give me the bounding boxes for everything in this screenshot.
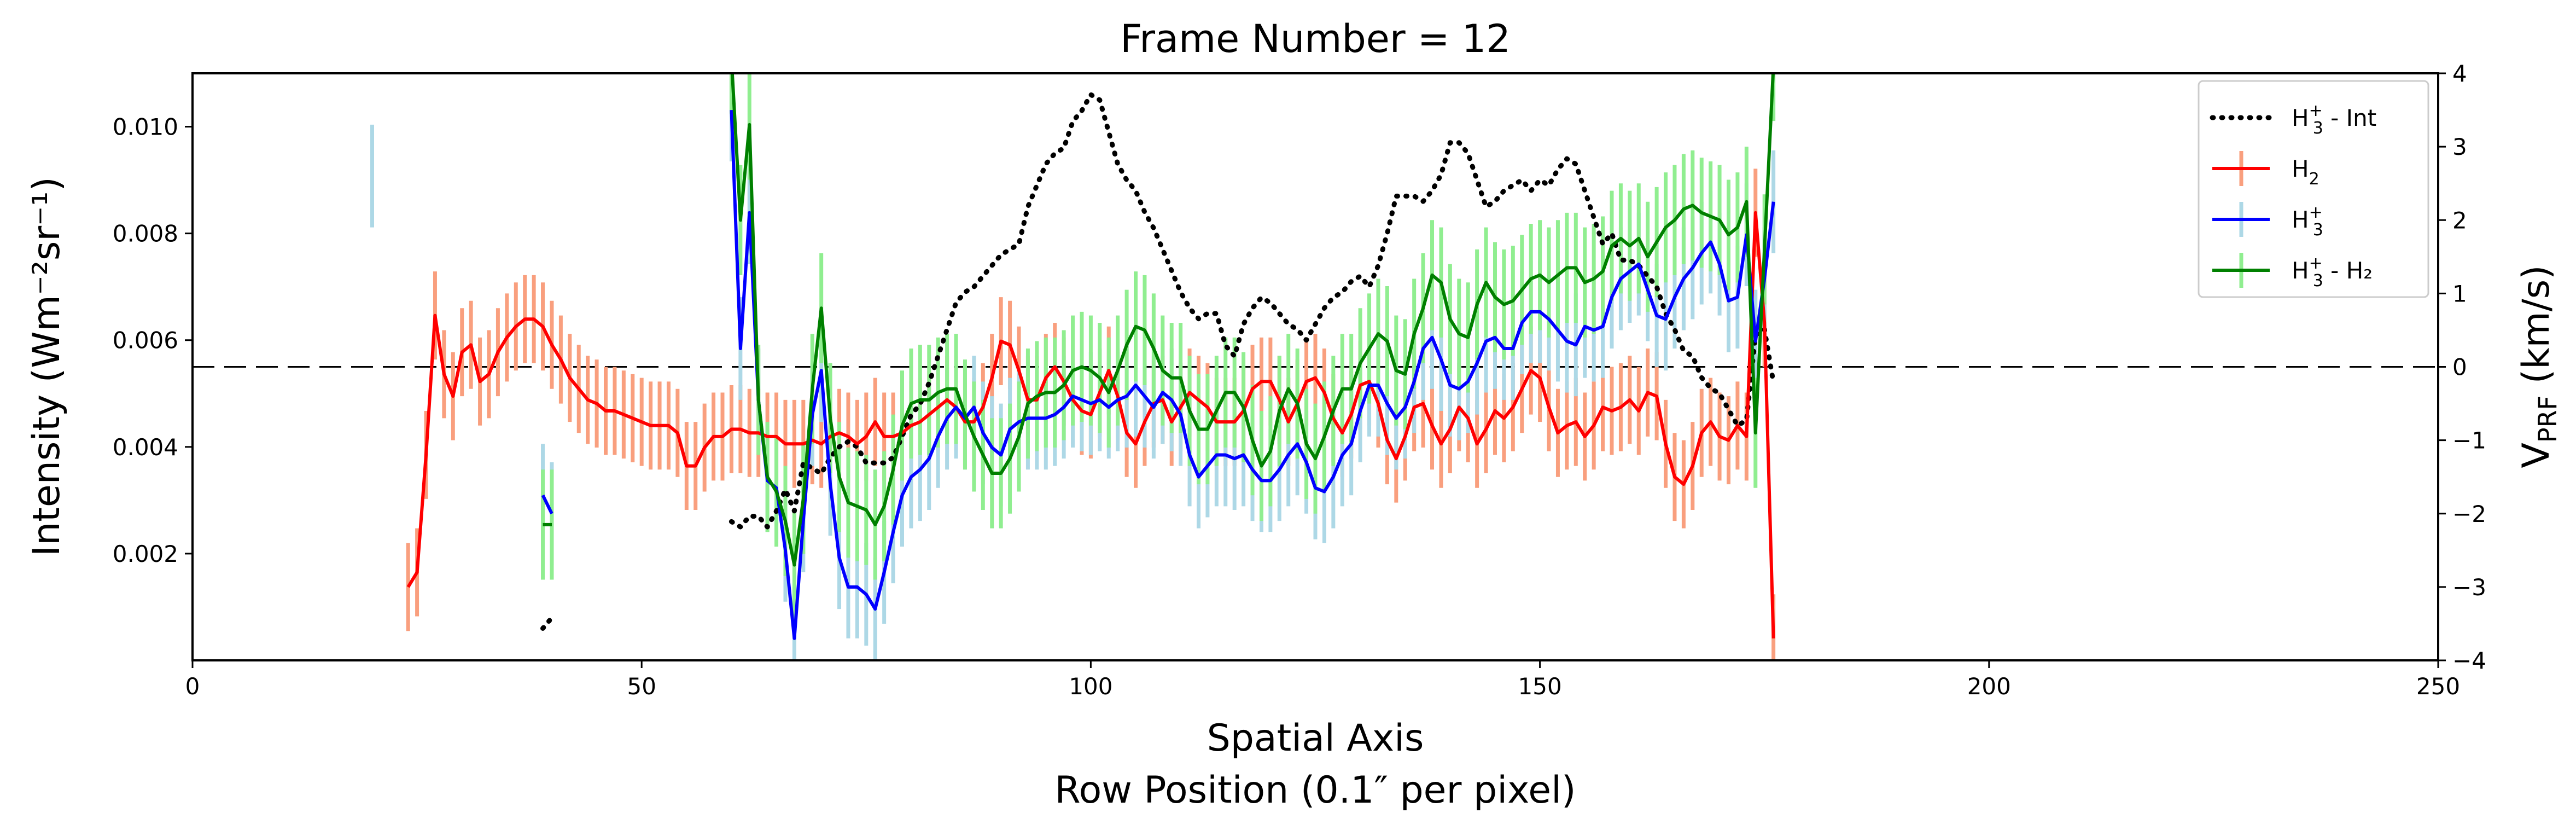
y-axis-label: Intensity (Wm⁻²sr⁻¹) bbox=[25, 177, 68, 556]
y-right-tick-label: 3 bbox=[2452, 133, 2467, 160]
x-tick-label: 200 bbox=[1967, 673, 2011, 700]
legend: H+ 3 - Int H2 H+ 3 H+ 3 - H₂ bbox=[2198, 80, 2429, 298]
legend-label: H+ 3 - Int bbox=[2292, 101, 2376, 138]
y-right-tick-label: −2 bbox=[2452, 501, 2486, 527]
x-tick-label: 150 bbox=[1518, 673, 1562, 700]
series-3 bbox=[543, 73, 1775, 567]
series-line bbox=[730, 73, 1775, 567]
x-tick-label: 50 bbox=[627, 673, 656, 700]
y-right-tick-label: −4 bbox=[2452, 647, 2486, 674]
legend-label: H+ 3 bbox=[2292, 203, 2323, 240]
y-right-tick-label: −3 bbox=[2452, 574, 2486, 601]
series-0 bbox=[540, 92, 1776, 631]
legend-item: H+ 3 - H₂ bbox=[2212, 253, 2373, 291]
series-line bbox=[406, 211, 1775, 638]
x-tick-label: 100 bbox=[1069, 673, 1112, 700]
series-line bbox=[541, 494, 553, 515]
legend-item: H2 bbox=[2212, 151, 2319, 189]
y-right-tick-label: 4 bbox=[2452, 60, 2467, 87]
x-axis-label-secondary: Row Position (0.1″ per pixel) bbox=[1054, 769, 1576, 812]
series-line bbox=[728, 92, 1776, 530]
legend-item: H+ 3 bbox=[2212, 202, 2323, 240]
x-axis: 0 50 100 150 200 250 bbox=[185, 660, 2460, 700]
y-right-tick-label: 2 bbox=[2452, 207, 2467, 234]
y-tick-label: 0.006 bbox=[113, 327, 178, 354]
series-1 bbox=[406, 211, 1775, 638]
series-line bbox=[540, 615, 555, 631]
y-right-tick-label: 1 bbox=[2452, 280, 2467, 307]
y-right-tick-label: 0 bbox=[2452, 354, 2467, 381]
x-axis-label: Spatial Axis bbox=[1207, 717, 1424, 760]
legend-frame bbox=[2198, 80, 2429, 298]
y-tick-label: 0.002 bbox=[113, 541, 178, 567]
y-tick-label: 0.008 bbox=[113, 220, 178, 247]
y-axis-right: −4 −3 −2 −1 0 1 2 3 4 bbox=[2438, 60, 2486, 674]
y-tick-label: 0.010 bbox=[113, 114, 178, 141]
x-tick-label: 250 bbox=[2416, 673, 2460, 700]
y-tick-label: 0.004 bbox=[113, 434, 178, 461]
series-line bbox=[730, 109, 1775, 640]
y-axis-left: 0.002 0.004 0.006 0.008 0.010 bbox=[113, 114, 193, 567]
x-tick-label: 0 bbox=[185, 673, 200, 700]
series-2 bbox=[541, 109, 1775, 640]
chart-title: Frame Number = 12 bbox=[1120, 16, 1511, 61]
y-right-tick-label: −1 bbox=[2452, 427, 2486, 454]
legend-label: H+ 3 - H₂ bbox=[2292, 254, 2373, 291]
legend-item: H+ 3 - Int bbox=[2210, 101, 2376, 138]
y-axis-label-right: VPRF (km/s) bbox=[2515, 265, 2562, 468]
plot-area bbox=[193, 73, 2438, 660]
legend-label: H2 bbox=[2292, 155, 2319, 189]
